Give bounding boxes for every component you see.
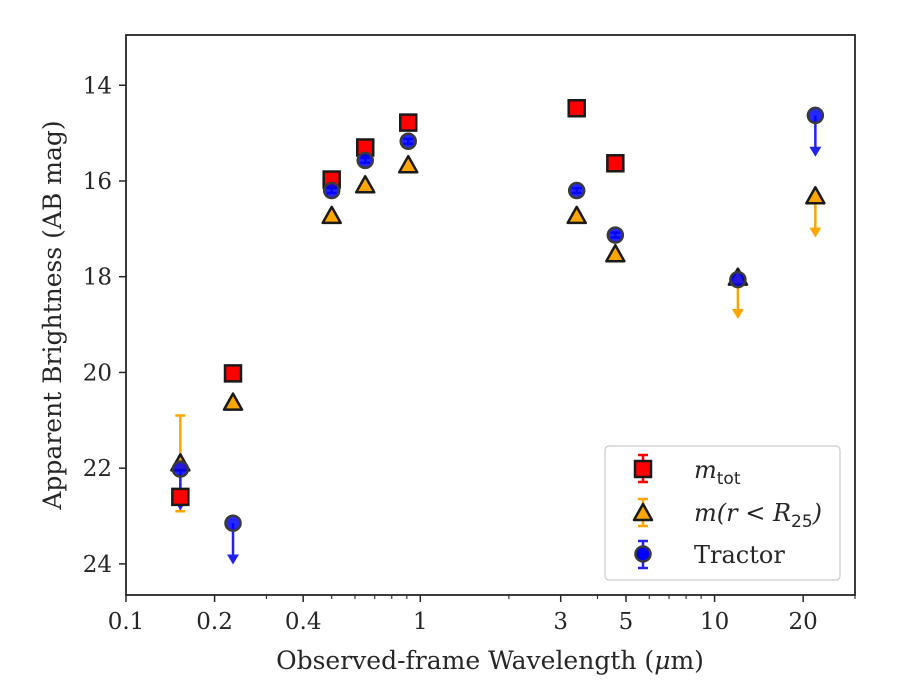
tractor-limit-arrowhead	[809, 146, 822, 157]
x-axis-title: Observed-frame Wavelength (μm)	[276, 646, 704, 675]
x-tick-label: 5	[619, 609, 634, 635]
m-tot-marker	[398, 113, 418, 132]
m-r25-marker	[397, 154, 419, 174]
tractor-marker	[399, 132, 417, 151]
tractor-marker	[171, 460, 190, 478]
tick-labels: 0.1 0.2 0.4 1 3 5 10 20 14 16 18 20 22 24	[83, 73, 818, 635]
m-r25-marker	[805, 186, 826, 205]
y-tick-label: 22	[83, 456, 112, 482]
legend-box	[604, 445, 841, 581]
legend: mtot m(r < R25) Tractor	[604, 445, 841, 581]
tractor-marker	[322, 181, 341, 200]
y-tick-label: 14	[83, 73, 112, 99]
tractor-marker	[356, 151, 374, 170]
m_r25-limit-arrowhead	[731, 308, 744, 319]
tractor-marker	[567, 181, 586, 200]
tractor-marker	[806, 106, 825, 125]
y-axis-title: Apparent Brightness (AB mag)	[38, 120, 67, 510]
tractor-marker	[224, 514, 242, 532]
tractor-marker	[729, 270, 747, 289]
legend-marker-m-r25	[632, 502, 654, 522]
m-r25-marker	[321, 205, 342, 225]
m_r25-limit-arrowhead	[809, 227, 822, 238]
legend-label-m-tot: mtot	[694, 456, 741, 489]
m-r25-marker	[566, 205, 587, 225]
x-tick-label: 1	[413, 609, 428, 635]
m-tot-marker	[223, 364, 243, 383]
legend-label-m-r25: m(r < R25)	[694, 499, 822, 532]
m-tot-marker	[606, 154, 625, 173]
tractor-limit-arrowhead	[227, 554, 240, 565]
x-tick-label: 10	[700, 609, 729, 635]
y-tick-label: 20	[83, 360, 112, 386]
m-r25-marker	[605, 243, 626, 263]
legend-label-tractor: Tractor	[694, 541, 785, 569]
m-r25-marker	[222, 392, 244, 411]
y-tick-label: 18	[83, 265, 112, 291]
x-tick-label: 0.1	[108, 609, 145, 635]
m-tot-marker	[171, 487, 190, 507]
x-tick-label: 0.2	[196, 609, 233, 635]
x-tick-label: 0.4	[285, 609, 322, 635]
x-tick-label: 3	[553, 609, 568, 635]
plot-frame	[125, 34, 856, 596]
legend-marker-m-tot	[633, 459, 653, 479]
x-tick-label: 20	[789, 609, 818, 635]
tractor-marker	[606, 226, 625, 244]
y-tick-label: 16	[83, 169, 112, 195]
markers	[170, 98, 826, 532]
axis-ticks	[119, 84, 856, 602]
legend-marker-tractor	[634, 545, 652, 563]
m-tot-marker	[567, 98, 586, 118]
m-r25-marker	[354, 175, 376, 194]
y-tick-label: 24	[83, 552, 112, 578]
